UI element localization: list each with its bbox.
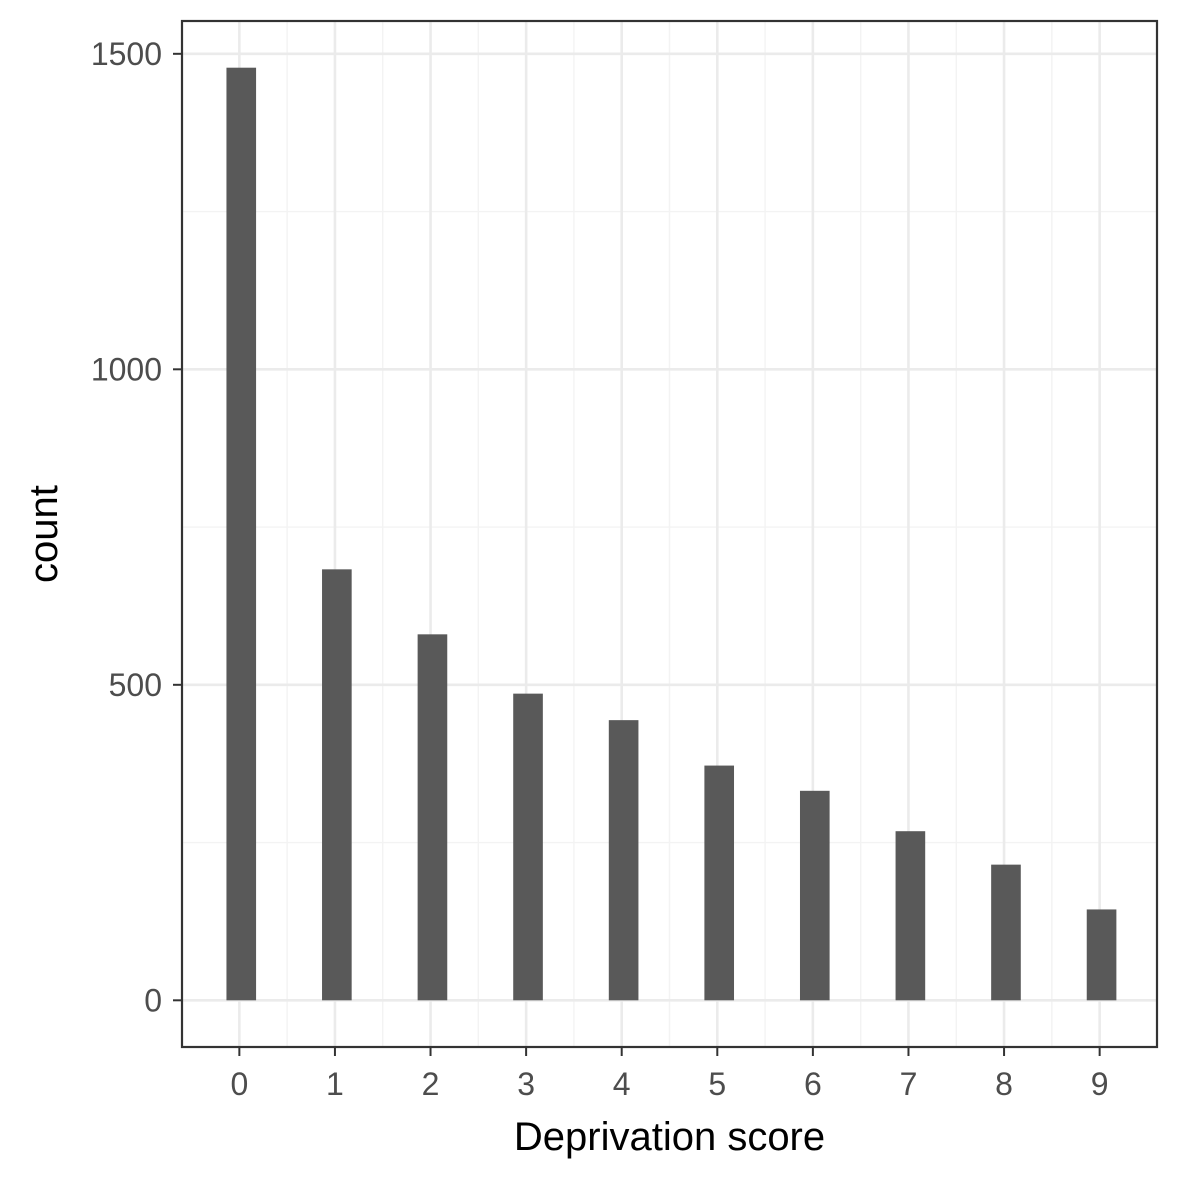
- x-tick-label: 2: [422, 1066, 440, 1102]
- y-axis-title: count: [22, 485, 66, 583]
- y-tick-label: 0: [144, 982, 162, 1018]
- bar-4: [608, 720, 639, 1001]
- bar-8: [991, 864, 1021, 1001]
- x-tick-label: 8: [995, 1066, 1013, 1102]
- bar-5: [704, 765, 735, 1001]
- x-tick-label: 6: [804, 1066, 822, 1102]
- bar-6: [799, 790, 830, 1001]
- x-tick-label: 1: [326, 1066, 344, 1102]
- x-tick-label: 0: [230, 1066, 248, 1102]
- bar-9: [1086, 909, 1117, 1001]
- x-tick-label: 5: [708, 1066, 726, 1102]
- y-tick-label: 1500: [91, 36, 162, 72]
- bar-7: [895, 831, 926, 1001]
- bars: [226, 67, 1117, 1001]
- panel-border: [180, 19, 1159, 1049]
- x-tick-label: 9: [1091, 1066, 1109, 1102]
- y-tick-label: 1000: [91, 351, 162, 387]
- x-tick-label: 3: [517, 1066, 535, 1102]
- x-tick-label: 4: [613, 1066, 631, 1102]
- axis-ticks: 0 500 1000 1500 0 1 2 3 4 5 6 7 8 9: [91, 36, 1109, 1102]
- bar-2: [417, 634, 448, 1001]
- y-tick-label: 500: [109, 667, 162, 703]
- x-tick-label: 7: [900, 1066, 918, 1102]
- bar-1: [322, 569, 352, 1001]
- bar-3: [513, 693, 543, 1001]
- x-axis-title: Deprivation score: [514, 1115, 825, 1159]
- bar-0: [226, 67, 257, 1001]
